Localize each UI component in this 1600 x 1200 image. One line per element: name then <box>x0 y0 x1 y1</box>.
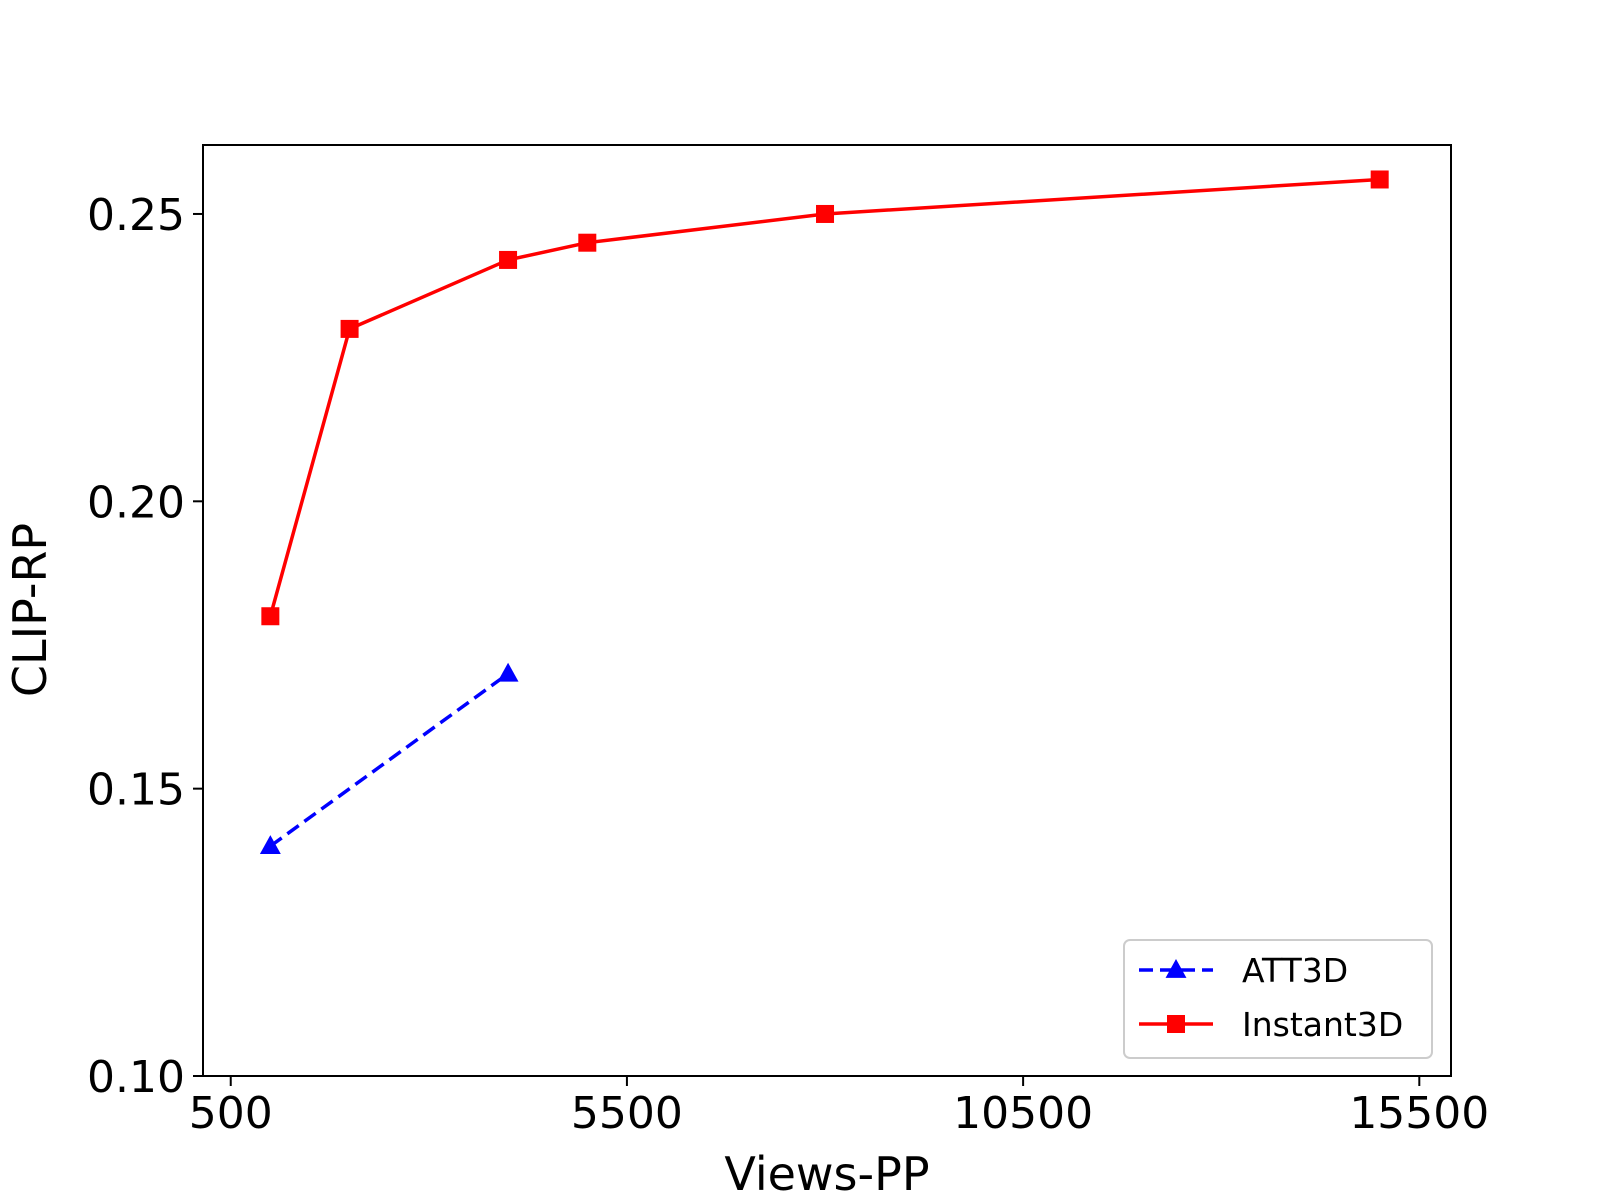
plot-frame <box>202 144 1452 1077</box>
legend-marker-att3d <box>1165 959 1187 978</box>
data-point-instant3d <box>499 250 518 269</box>
x-tick-label: 500 <box>189 1088 273 1139</box>
y-tick-label: 0.10 <box>87 1052 185 1103</box>
y-axis: 0.10 0.15 0.20 0.25 <box>87 190 203 1103</box>
legend-box <box>1123 939 1433 1059</box>
x-tick-label: 10500 <box>953 1088 1093 1139</box>
data-point-instant3d <box>261 607 280 626</box>
data-point-att3d <box>259 835 281 855</box>
data-point-instant3d <box>1370 170 1389 189</box>
x-tick-label: 15500 <box>1349 1088 1489 1139</box>
legend-marker-instant3d <box>1167 1015 1185 1033</box>
y-axis-title: CLIP-RP <box>3 523 57 697</box>
legend-label-instant3d: Instant3D <box>1242 1005 1403 1044</box>
data-point-instant3d <box>340 319 359 338</box>
data-point-instant3d <box>816 204 835 223</box>
series-line-instant3d <box>268 177 1380 617</box>
data-point-instant3d <box>578 233 597 252</box>
y-tick-label: 0.25 <box>87 190 185 241</box>
series-line-att3d <box>269 672 510 848</box>
x-axis: 500 5500 10500 15500 <box>189 1076 1489 1139</box>
x-axis-title: Views-PP <box>724 1147 929 1200</box>
series-layer <box>259 170 1389 855</box>
y-tick-label: 0.20 <box>87 477 185 528</box>
data-point-att3d <box>497 662 519 682</box>
legend-label-att3d: ATT3D <box>1242 951 1348 990</box>
legend-items: ATT3D Instant3D <box>1139 951 1403 1044</box>
y-tick-label: 0.15 <box>87 765 185 816</box>
legend: ATT3D Instant3D <box>1123 939 1433 1059</box>
x-tick-label: 5500 <box>571 1088 683 1139</box>
